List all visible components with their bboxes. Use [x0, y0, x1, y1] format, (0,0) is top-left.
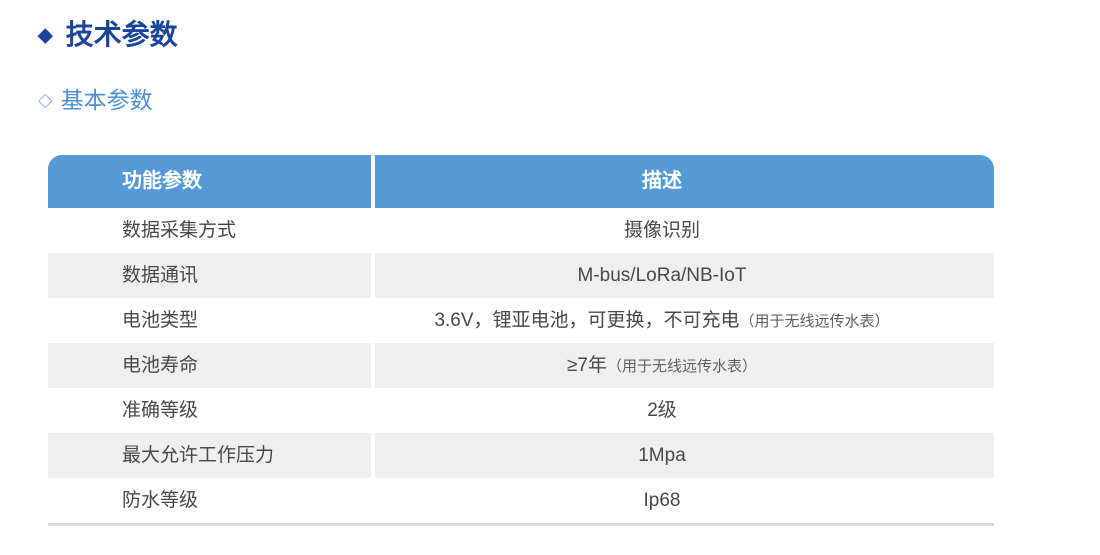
desc-value: M-bus/LoRa/NB-IoT: [577, 265, 747, 286]
hollow-diamond-icon: ◇: [38, 90, 53, 111]
desc-cell: ≥7年（用于无线远传水表）: [375, 343, 994, 388]
table-row: 最大允许工作压力 1Mpa: [48, 433, 994, 478]
desc-cell: 2级: [375, 388, 994, 433]
spec-table: 功能参数 描述 数据采集方式 摄像识别 数据通讯 M-bus/LoRa/NB-I…: [48, 155, 994, 526]
table-bottom-border: [48, 523, 994, 526]
desc-value: 摄像识别: [623, 220, 700, 241]
table-header-param: 功能参数: [48, 155, 371, 208]
param-cell: 数据采集方式: [122, 220, 237, 241]
desc-cell: 摄像识别: [375, 208, 994, 253]
subsection-title-row: ◇ 基本参数: [38, 84, 153, 115]
param-cell: 最大允许工作压力: [48, 433, 371, 478]
table-row: 数据通讯 M-bus/LoRa/NB-IoT: [48, 253, 994, 298]
filled-diamond-icon: ◆: [38, 25, 53, 46]
table-header-desc: 描述: [375, 155, 994, 208]
table-row: 数据采集方式 摄像识别: [48, 208, 994, 253]
table-row: 准确等级 2级: [48, 388, 994, 433]
desc-cell: 3.6V，锂亚电池，可更换，不可充电（用于无线远传水表）: [375, 298, 994, 343]
table-row: 电池类型 3.6V，锂亚电池，可更换，不可充电（用于无线远传水表）: [48, 298, 994, 343]
section-title-row: ◆ 技术参数: [38, 16, 178, 53]
param-cell: 数据通讯: [48, 253, 371, 298]
desc-cell: 1Mpa: [375, 433, 994, 478]
table-row: 电池寿命 ≥7年（用于无线远传水表）: [48, 343, 994, 388]
desc-cell: Ip68: [375, 478, 994, 523]
param-cell: 电池寿命: [48, 343, 371, 388]
table-header-row: 功能参数 描述: [48, 155, 994, 208]
desc-value: 2级: [647, 400, 677, 421]
subsection-title: 基本参数: [60, 86, 153, 113]
desc-note: （用于无线远传水表）: [739, 313, 890, 330]
desc-cell: M-bus/LoRa/NB-IoT: [375, 253, 994, 298]
desc-value: 1Mpa: [638, 445, 686, 466]
desc-value: ≥7年: [566, 355, 607, 376]
table-row: 防水等级 Ip68: [48, 478, 994, 523]
param-cell: 防水等级: [122, 490, 199, 511]
desc-value: Ip68: [643, 490, 681, 511]
desc-value: 3.6V，锂亚电池，可更换，不可充电: [434, 310, 740, 331]
desc-note: （用于无线远传水表）: [606, 358, 757, 375]
param-cell: 电池类型: [122, 310, 199, 331]
param-cell: 准确等级: [122, 400, 199, 421]
section-title: 技术参数: [65, 18, 178, 50]
